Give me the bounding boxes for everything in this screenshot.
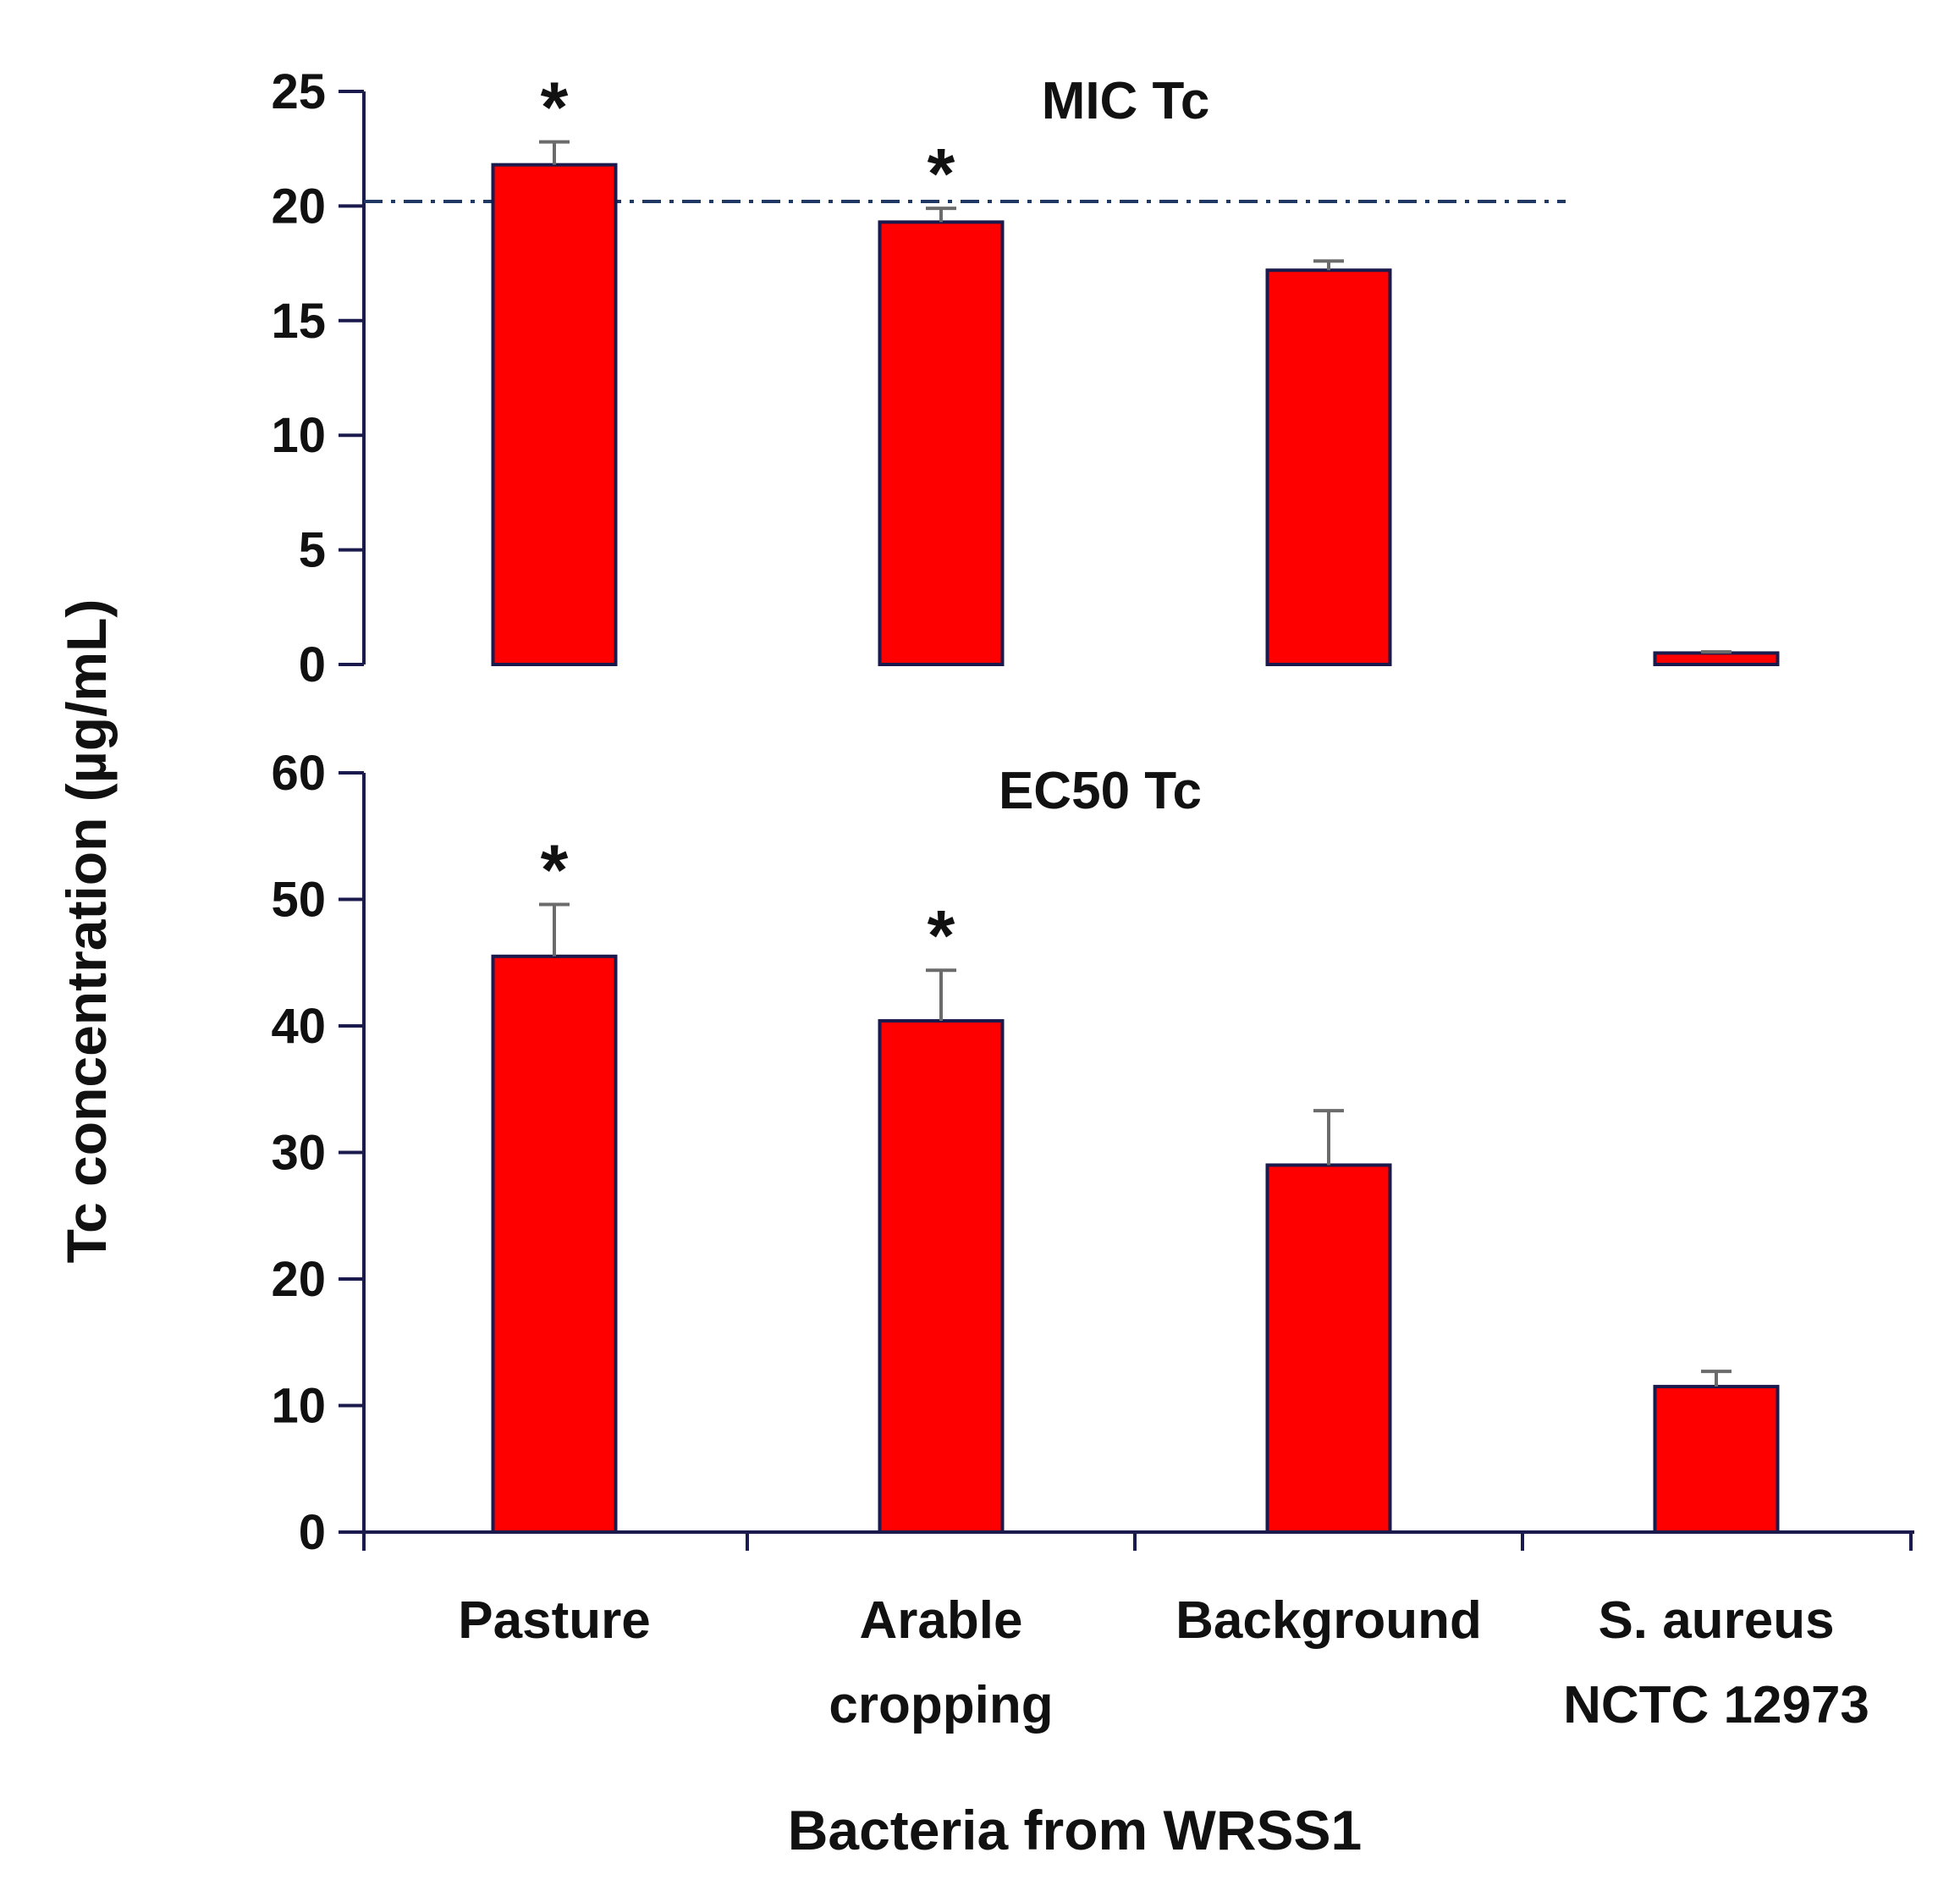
y-tick-label: 0 <box>299 637 326 692</box>
mic-panel: * * 0 5 10 15 20 25 MIC Tc <box>271 64 1780 692</box>
y-tick-label: 50 <box>271 873 326 928</box>
significance-marker: * <box>928 896 955 975</box>
bar <box>878 220 1005 666</box>
y-tick-label: 25 <box>271 64 326 119</box>
y-tick-label: 10 <box>271 408 326 463</box>
y-axis-title: Tc concentration (µg/mL) <box>55 599 118 1264</box>
y-tick-label: 10 <box>271 1379 326 1434</box>
ec50-panel: * * 0 10 20 30 40 50 60 EC50 Tc <box>271 746 1914 1560</box>
y-tick-label: 20 <box>271 179 326 234</box>
bar <box>1653 651 1780 667</box>
bar <box>1265 268 1392 666</box>
bar <box>1265 1163 1392 1534</box>
bar <box>878 1019 1005 1534</box>
bar <box>491 954 618 1534</box>
x-axis-title: Bacteria from WRSS1 <box>788 1799 1363 1861</box>
x-tick-label: cropping <box>829 1676 1053 1734</box>
y-tick-label: 0 <box>299 1505 326 1560</box>
mic-panel-title: MIC Tc <box>1042 72 1210 130</box>
significance-marker: * <box>541 68 569 147</box>
x-tick-label: NCTC 12973 <box>1563 1676 1869 1734</box>
y-tick-label: 30 <box>271 1126 326 1181</box>
y-tick-label: 40 <box>271 999 326 1054</box>
bar <box>491 163 618 666</box>
ec50-panel-title: EC50 Tc <box>999 762 1202 820</box>
significance-marker: * <box>541 830 569 909</box>
x-tick-label: Background <box>1175 1591 1482 1650</box>
y-tick-label: 60 <box>271 746 326 801</box>
x-tick-label: S. aureus <box>1598 1591 1834 1650</box>
y-tick-label: 15 <box>271 294 326 349</box>
category-labels: Pasture Arable cropping Background S. aureus… <box>458 1591 1869 1734</box>
y-tick-label: 20 <box>271 1252 326 1307</box>
bar <box>1653 1385 1780 1534</box>
y-tick-label: 5 <box>299 523 326 578</box>
x-tick-label: Pasture <box>458 1591 650 1650</box>
significance-marker: * <box>928 134 955 213</box>
x-tick-label: Arable <box>860 1591 1023 1650</box>
